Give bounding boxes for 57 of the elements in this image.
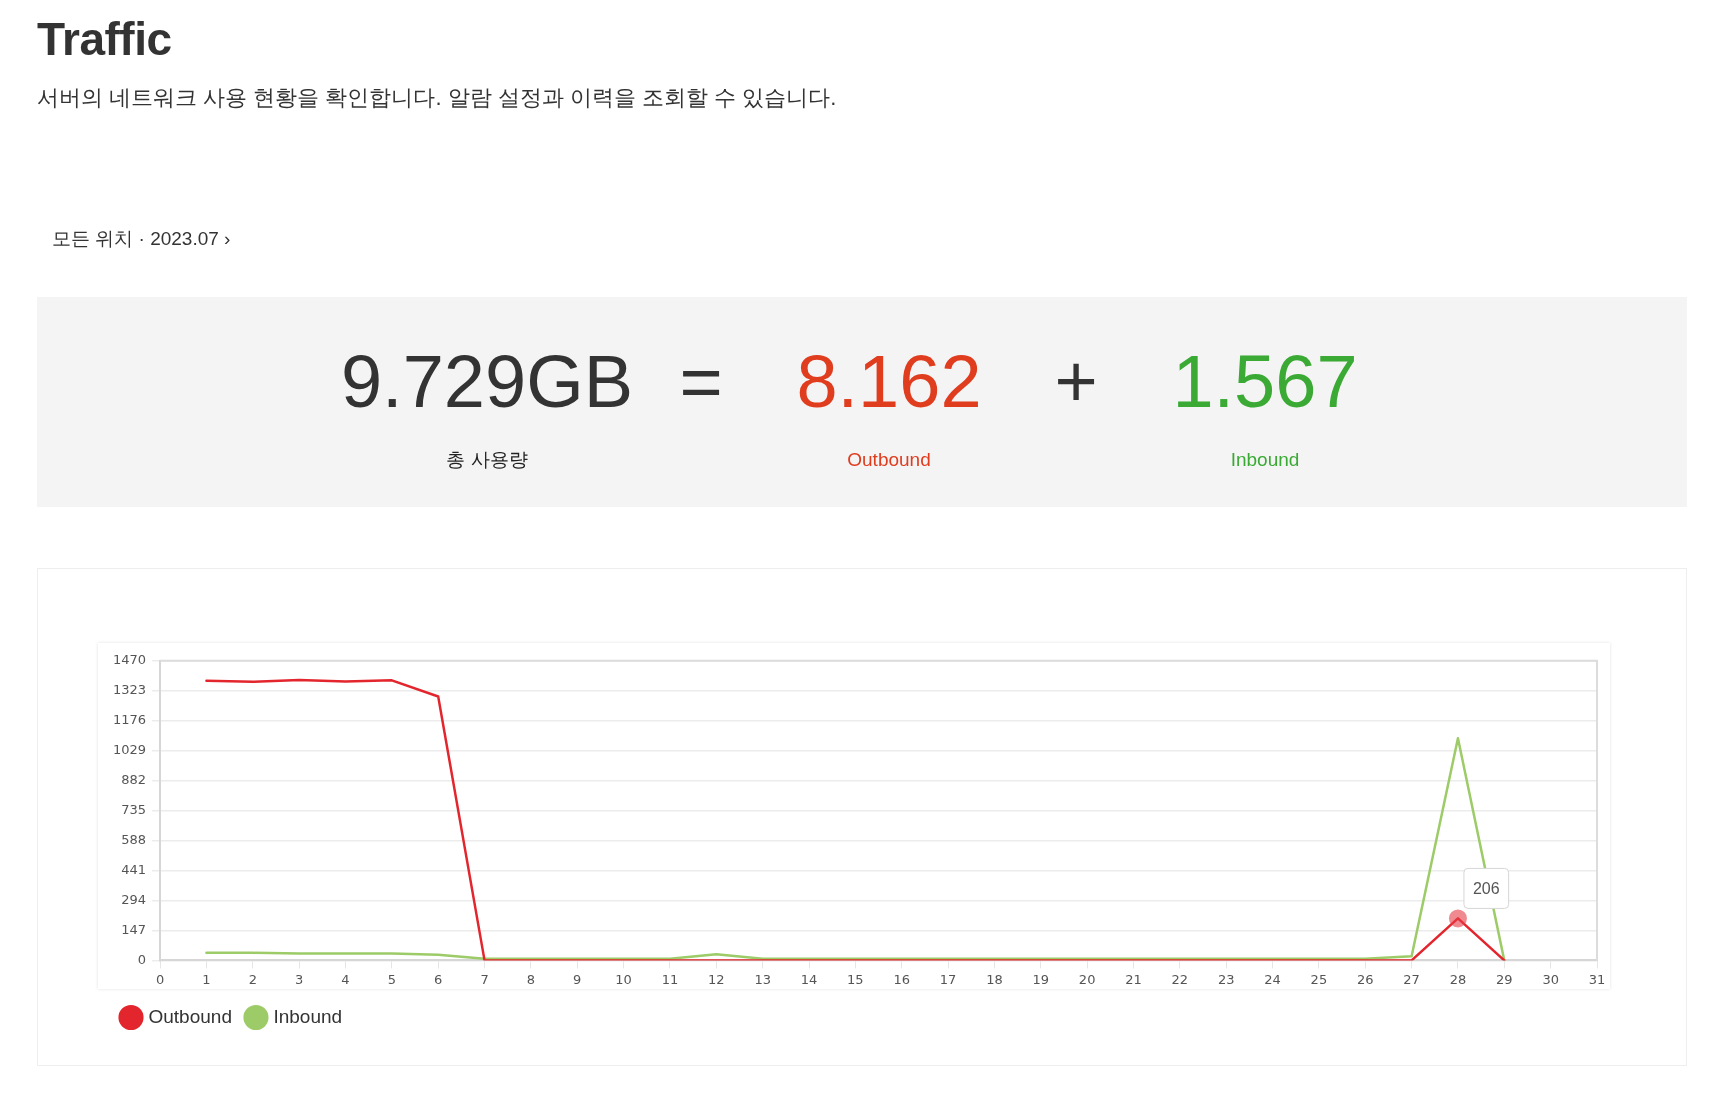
x-tick-label: 30 xyxy=(1542,971,1559,987)
y-tick-label: 1029 xyxy=(112,742,147,758)
x-tick-label: 27 xyxy=(1403,971,1420,987)
x-tick-label: 19 xyxy=(1032,971,1050,987)
text: Inbound xyxy=(1230,449,1300,471)
x-tick-label: 3 xyxy=(295,971,304,987)
y-tick-label: 735 xyxy=(121,801,147,817)
x-tick-label: 22 xyxy=(1171,971,1189,987)
legend-label: Inbound xyxy=(273,1005,343,1027)
x-tick-label: 14 xyxy=(800,971,818,987)
text: 9.729GB xyxy=(340,340,634,423)
x-tick-label: 31 xyxy=(1588,971,1606,987)
x-tick-label: 0 xyxy=(155,971,165,987)
x-tick-label: 2 xyxy=(248,971,257,987)
y-tick-label: 294 xyxy=(121,891,147,907)
x-tick-label: 16 xyxy=(893,971,910,987)
x-tick-label: 29 xyxy=(1496,971,1513,987)
x-tick-label: 12 xyxy=(708,971,725,987)
x-tick-label: 18 xyxy=(986,971,1003,987)
x-tick-label: 5 xyxy=(387,971,396,987)
x-tick-label: 25 xyxy=(1310,971,1328,987)
x-tick-label: 10 xyxy=(615,971,632,987)
x-tick-label: 1 xyxy=(202,971,211,987)
x-tick-label: 17 xyxy=(939,971,957,987)
y-tick-label: 441 xyxy=(121,861,147,877)
x-tick-label: 15 xyxy=(847,971,864,987)
x-tick-label: 11 xyxy=(661,971,679,987)
y-tick-label: 147 xyxy=(121,921,147,937)
annotation: 206 xyxy=(1472,879,1500,897)
x-tick-label: 4 xyxy=(341,971,350,987)
x-tick-label: 28 xyxy=(1449,971,1467,987)
x-tick-label: 21 xyxy=(1125,971,1142,987)
y-tick-label: 1323 xyxy=(112,682,147,698)
chart-subtitle: 서버의 네트워크 사용 현황을 확인합니다. 알람 설정과 이력을 조회할 수 있습니다. xyxy=(37,84,837,112)
x-tick-label: 13 xyxy=(754,971,771,987)
text: 1.567 xyxy=(1172,340,1358,423)
x-tick-label: 26 xyxy=(1356,971,1374,987)
x-tick-label: 8 xyxy=(526,971,536,987)
y-tick-label: 882 xyxy=(121,772,147,788)
text: = xyxy=(679,340,723,423)
x-tick-label: 6 xyxy=(434,971,443,987)
text: 8.162 xyxy=(796,340,982,423)
text: 총 사용량 xyxy=(446,448,528,472)
x-tick-label: 7 xyxy=(480,971,489,987)
y-tick-label: 1176 xyxy=(112,712,147,728)
legend-label: Outbound xyxy=(148,1005,232,1027)
text: + xyxy=(1054,340,1098,423)
y-tick-label: 1470 xyxy=(112,652,147,668)
x-tick-label: 24 xyxy=(1264,971,1281,987)
text: 모든 위치 · 2023.07 › xyxy=(52,227,231,251)
x-tick-label: 9 xyxy=(573,971,582,987)
text: Outbound xyxy=(847,449,931,471)
x-tick-label: 23 xyxy=(1217,971,1235,987)
x-tick-label: 20 xyxy=(1078,971,1096,987)
y-tick-label: 0 xyxy=(137,951,147,967)
chart-title: Traffic xyxy=(37,12,172,66)
y-tick-label: 588 xyxy=(121,831,147,847)
